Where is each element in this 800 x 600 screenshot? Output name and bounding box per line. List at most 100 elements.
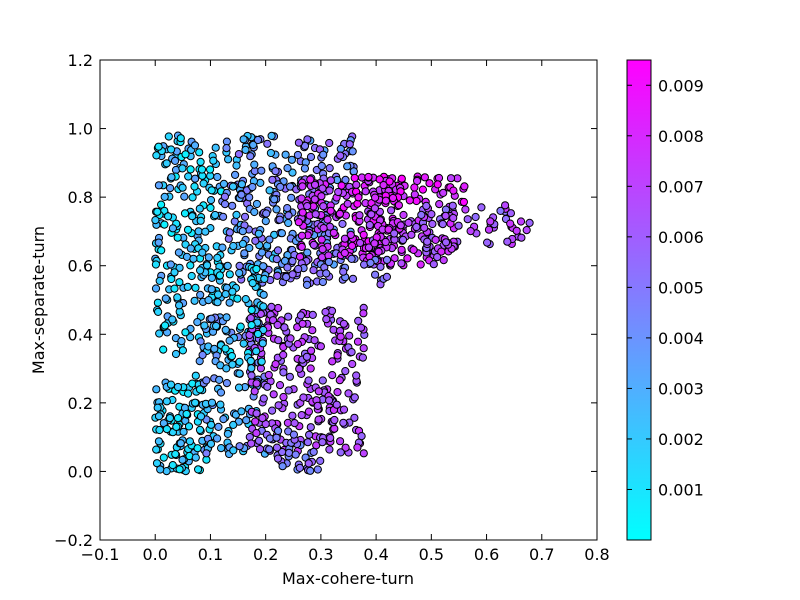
scatter-point [306, 175, 315, 184]
scatter-point [341, 175, 350, 184]
scatter-point [247, 364, 256, 373]
scatter-point [294, 218, 303, 227]
scatter-point [302, 352, 311, 361]
scatter-point [279, 392, 288, 402]
scatter-point [284, 211, 293, 220]
scatter-point [297, 231, 307, 240]
x-axis: −0.1 0.0 0.1 0.2 0.3 0.4 0.5 0.6 0.7 0.8 [81, 60, 610, 564]
scatter-point [154, 238, 163, 247]
scatter-point [252, 199, 261, 209]
scatter-point [160, 220, 169, 229]
scatter-point [339, 405, 349, 414]
scatter-point [412, 222, 421, 232]
scatter-point [287, 155, 296, 164]
scatter-point [162, 425, 171, 434]
scatter-point [162, 397, 171, 406]
scatter-point [375, 175, 384, 184]
scatter-point [284, 448, 294, 457]
scatter-point [310, 180, 320, 189]
scatter-point [366, 258, 375, 267]
scatter-point [154, 437, 163, 446]
scatter-point [182, 409, 191, 419]
scatter-point [460, 182, 469, 191]
scatter-point [191, 283, 200, 292]
scatter-point [235, 261, 244, 270]
scatter-point [228, 287, 237, 296]
scatter-point [409, 245, 418, 254]
scatter-point [309, 240, 318, 249]
scatter-point [151, 284, 161, 293]
scatter-point [336, 437, 345, 446]
colorbar-tick-label: 0.005 [658, 278, 704, 297]
scatter-point [283, 418, 292, 427]
scatter-point [212, 321, 221, 331]
scatter-point [355, 211, 364, 220]
scatter-point [265, 235, 274, 244]
scatter-point [277, 229, 286, 238]
scatter-point [318, 245, 327, 254]
scatter-point [178, 455, 187, 464]
scatter-point [247, 439, 256, 448]
scatter-point [181, 240, 190, 249]
scatter-point [152, 151, 161, 160]
scatter-point [338, 219, 347, 228]
scatter-point [313, 465, 322, 474]
scatter-point [294, 264, 303, 274]
scatter-point [178, 346, 187, 355]
colorbar [626, 59, 652, 541]
scatter-point [156, 465, 165, 474]
scatter-point [221, 344, 230, 353]
scatter-point [319, 150, 328, 159]
colorbar-tick-label: 0.002 [658, 430, 704, 449]
scatter-point [318, 438, 327, 447]
colorbar-tick-label: 0.008 [658, 127, 704, 146]
scatter-point [186, 244, 195, 253]
scatter-point [268, 406, 277, 415]
scatter-point [330, 415, 339, 425]
scatter-point [412, 196, 421, 206]
scatter-point [404, 218, 413, 227]
scatter-point [171, 349, 181, 359]
scatter-point [151, 216, 160, 225]
x-tick-label: 0.3 [308, 545, 333, 564]
scatter-point [433, 180, 442, 189]
scatter-point [181, 150, 190, 159]
scatter-point [198, 350, 207, 360]
scatter-point [193, 444, 202, 453]
scatter-point [304, 376, 313, 385]
scatter-point [187, 271, 196, 281]
scatter-point [166, 260, 175, 269]
scatter-point [245, 193, 254, 202]
scatter-point [439, 256, 448, 265]
scatter-point [279, 368, 288, 377]
scatter-point [321, 307, 330, 317]
scatter-point [218, 243, 227, 252]
scatter-point [201, 227, 210, 236]
scatter-point [179, 427, 188, 436]
scatter-point [240, 212, 250, 221]
scatter-point [318, 277, 327, 287]
scatter-point [381, 196, 390, 205]
scatter-point [251, 236, 260, 245]
scatter-point [185, 437, 194, 446]
scatter-point [196, 157, 205, 166]
scatter-point [153, 298, 162, 307]
scatter-point [268, 175, 277, 184]
scatter-point [177, 337, 186, 346]
scatter-point [232, 161, 241, 170]
scatter-point [155, 425, 164, 435]
scatter-point [459, 197, 468, 207]
scatter-point [267, 302, 276, 311]
scatter-point [180, 192, 189, 201]
scatter-point [336, 332, 345, 341]
scatter-point [190, 141, 200, 150]
scatter-point [379, 181, 388, 190]
scatter-point [219, 179, 228, 188]
scatter-point [202, 449, 211, 458]
y-axis: −0.2 0.0 0.2 0.4 0.6 0.8 1.0 1.2 [54, 51, 597, 550]
scatter-point [154, 181, 163, 190]
scatter-point [303, 438, 312, 447]
scatter-point [438, 220, 447, 229]
colorbar-tick-label: 0.006 [658, 228, 704, 247]
scatter-point [311, 210, 320, 219]
